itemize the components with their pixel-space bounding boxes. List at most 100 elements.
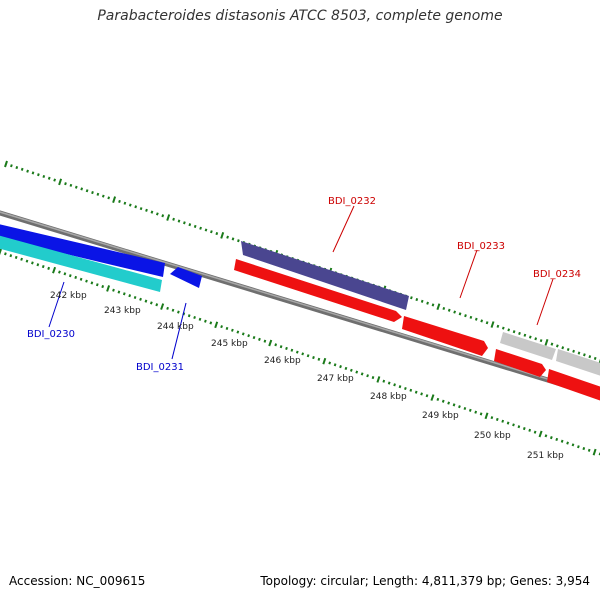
outer-tick-mark bbox=[166, 214, 171, 221]
outer-tick-mark bbox=[410, 296, 413, 300]
inner-tick-mark bbox=[533, 430, 537, 434]
inner-tick-mark bbox=[20, 257, 23, 261]
gene-label-bdi-0234[interactable]: BDI_0234 bbox=[533, 269, 581, 280]
inner-tick-mark bbox=[79, 277, 83, 281]
inner-tick-mark bbox=[155, 303, 159, 307]
inner-tick-mark bbox=[501, 419, 505, 423]
inner-tick-mark bbox=[74, 275, 78, 280]
inner-tick-mark bbox=[382, 379, 386, 383]
inner-tick-mark bbox=[349, 368, 353, 372]
outer-tick-mark bbox=[501, 326, 505, 330]
outer-tick-mark bbox=[226, 235, 229, 239]
gene-label-bdi-0231[interactable]: BDI_0231 bbox=[136, 362, 184, 373]
outer-tick-mark bbox=[210, 230, 213, 234]
inner-tick-mark bbox=[231, 328, 234, 332]
gene-label-bdi-0233[interactable]: BDI_0233 bbox=[457, 241, 505, 252]
inner-tick-mark bbox=[339, 365, 342, 369]
inner-tick-ring bbox=[0, 248, 600, 456]
gene-bdi-0231-arrow[interactable] bbox=[170, 267, 202, 288]
inner-tick-mark bbox=[0, 248, 2, 256]
genome-title: Parabacteroides distasonis ATCC 8503, co… bbox=[97, 8, 503, 24]
outer-tick-mark bbox=[539, 339, 543, 343]
leader-bdi-0233 bbox=[459, 249, 478, 299]
outer-tick-mark bbox=[507, 328, 511, 332]
inner-tick-mark bbox=[468, 408, 472, 412]
inner-tick-mark bbox=[404, 386, 407, 391]
inner-tick-mark bbox=[149, 301, 153, 305]
inner-tick-mark bbox=[198, 317, 202, 321]
inner-tick-mark bbox=[376, 376, 381, 383]
outer-tick-mark bbox=[204, 228, 208, 232]
inner-tick-mark bbox=[95, 283, 99, 287]
inner-tick-mark bbox=[187, 314, 191, 318]
gene-label-bdi-0232[interactable]: BDI_0232 bbox=[328, 196, 376, 207]
gene-red-arrow-3[interactable] bbox=[494, 349, 546, 377]
outer-tick-mark bbox=[469, 315, 473, 319]
gene-gray-bar-1[interactable] bbox=[500, 332, 556, 360]
outer-tick-mark bbox=[112, 196, 117, 204]
genome-backbone-highlight bbox=[0, 211, 600, 396]
outer-tick-mark bbox=[139, 207, 143, 211]
inner-tick-mark bbox=[295, 350, 299, 354]
inner-tick-mark bbox=[592, 448, 597, 456]
inner-tick-mark bbox=[517, 425, 521, 429]
outer-tick-mark bbox=[101, 194, 105, 198]
inner-tick-mark bbox=[317, 357, 321, 361]
inner-tick-mark bbox=[68, 274, 72, 278]
inner-tick-mark bbox=[512, 423, 515, 427]
inner-tick-mark bbox=[344, 366, 348, 371]
inner-tick-mark bbox=[31, 261, 34, 265]
inner-tick-mark bbox=[436, 397, 440, 401]
inner-tick-mark bbox=[306, 354, 310, 358]
inner-tick-mark bbox=[204, 319, 207, 323]
gene-bdi-0233-arrow[interactable] bbox=[402, 316, 488, 356]
inner-tick-mark bbox=[414, 390, 418, 394]
gene-bdi-0234-bar[interactable] bbox=[547, 369, 600, 404]
inner-tick-mark bbox=[430, 394, 435, 401]
inner-tick-mark bbox=[209, 321, 213, 325]
inner-tick-mark bbox=[47, 266, 51, 270]
inner-tick-mark bbox=[63, 272, 67, 276]
inner-tick-mark bbox=[366, 374, 369, 378]
inner-tick-mark bbox=[495, 417, 499, 422]
inner-tick-mark bbox=[133, 295, 137, 300]
leader-bdi-0234 bbox=[536, 278, 554, 326]
inner-tick-mark bbox=[41, 264, 45, 269]
scale-label: 251 kbp bbox=[527, 451, 564, 461]
outer-tick-mark bbox=[490, 321, 495, 328]
inner-tick-mark bbox=[263, 339, 267, 343]
outer-tick-mark bbox=[26, 169, 29, 173]
outer-tick-mark bbox=[496, 324, 500, 328]
gene-bdi-0232-bar[interactable] bbox=[241, 241, 409, 310]
outer-tick-mark bbox=[155, 212, 159, 216]
gene-gray-bar-2[interactable] bbox=[556, 349, 600, 379]
inner-tick-mark bbox=[285, 346, 288, 351]
gene-label-bdi-0230[interactable]: BDI_0230 bbox=[27, 329, 75, 340]
outer-tick-mark bbox=[523, 333, 527, 337]
inner-tick-mark bbox=[128, 294, 132, 298]
outer-tick-mark bbox=[145, 208, 148, 212]
outer-tick-mark bbox=[161, 214, 165, 218]
inner-tick-mark bbox=[112, 288, 115, 292]
gene-red-arrow-1[interactable] bbox=[234, 259, 402, 322]
outer-tick-mark bbox=[47, 176, 51, 180]
inner-tick-mark bbox=[452, 403, 456, 407]
outer-tick-mark bbox=[518, 331, 521, 336]
outer-tick-mark bbox=[458, 312, 462, 316]
outer-tick-mark bbox=[577, 351, 581, 355]
outer-tick-mark bbox=[583, 353, 586, 357]
gene-bdi-0230-bar[interactable] bbox=[0, 222, 165, 277]
outer-tick-mark bbox=[107, 196, 111, 200]
outer-tick-mark bbox=[10, 164, 13, 168]
outer-tick-mark bbox=[512, 330, 516, 334]
inner-tick-mark bbox=[106, 285, 111, 292]
genome-backbone bbox=[0, 210, 600, 399]
outer-tick-mark bbox=[42, 174, 46, 179]
outer-tick-mark bbox=[134, 205, 138, 209]
outer-tick-mark bbox=[199, 226, 202, 230]
gene-cyan-bar[interactable] bbox=[0, 233, 162, 292]
inner-tick-mark bbox=[463, 406, 467, 411]
outer-tick-mark bbox=[4, 160, 8, 168]
inner-tick-mark bbox=[241, 332, 245, 336]
scale-label: 250 kbp bbox=[474, 431, 511, 441]
